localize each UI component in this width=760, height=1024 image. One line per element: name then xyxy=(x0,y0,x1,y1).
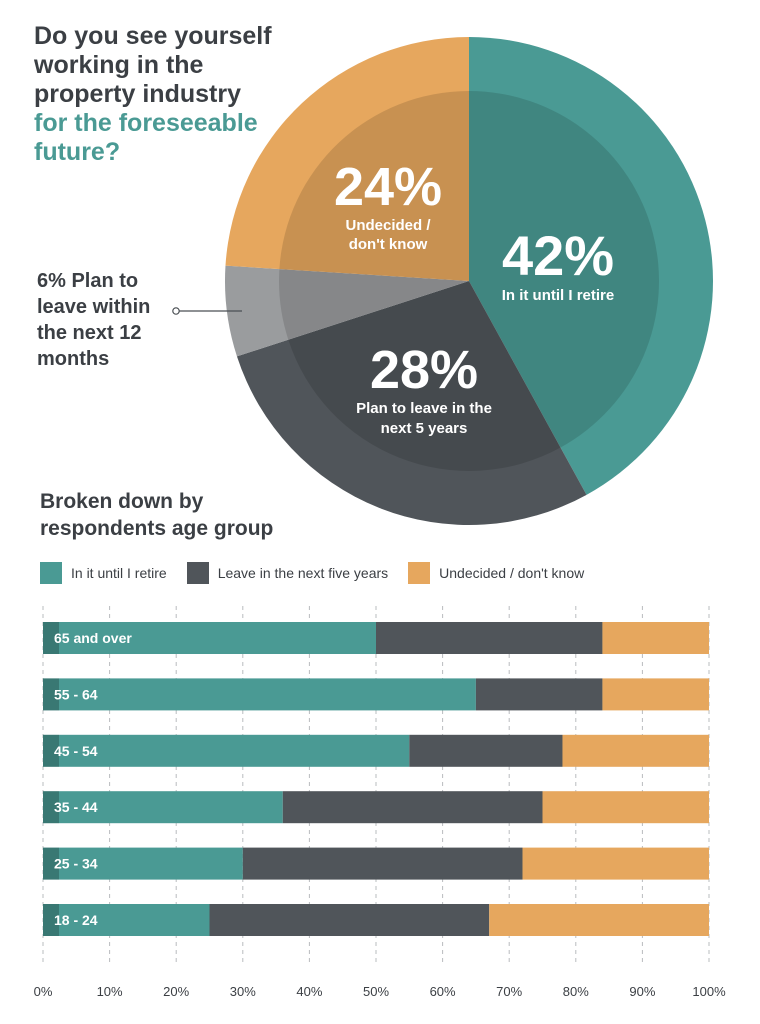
bar-category-label: 35 - 44 xyxy=(54,799,98,815)
pie-label-undecided-text: Undecided / xyxy=(345,217,431,234)
title-line: working in the xyxy=(34,51,204,79)
bar-start-shade xyxy=(43,791,59,824)
x-tick-label: 40% xyxy=(296,984,322,999)
x-tick-label: 90% xyxy=(629,984,655,999)
x-tick-label: 60% xyxy=(430,984,456,999)
bar-segment-leave xyxy=(376,622,603,654)
pie-labels: 42% In it until I retire 28% Plan to lea… xyxy=(334,157,614,437)
x-tick-label: 30% xyxy=(230,984,256,999)
pie-slice-twelve-months xyxy=(224,265,469,357)
bar-segment-undecided xyxy=(602,622,709,654)
pie-label-undecided-pct: 24% xyxy=(334,157,442,217)
legend: In it until I retire Leave in the next f… xyxy=(40,562,604,584)
pie-label-five-years-text: next 5 years xyxy=(381,420,468,437)
pie-slice-five-years-inner xyxy=(288,281,561,472)
pie-label-five-years-text: Plan to leave in the xyxy=(356,400,492,417)
bar-category-label: 55 - 64 xyxy=(54,686,98,702)
bar-start-shade xyxy=(43,622,59,654)
bar-segment-retire xyxy=(43,847,243,880)
x-tick-label: 100% xyxy=(692,984,726,999)
title-line-accent: for the foreseeable xyxy=(34,109,258,137)
legend-item-retire: In it until I retire xyxy=(40,562,167,584)
legend-swatch-orange xyxy=(408,562,431,584)
callout-twelve-months: 6% Plan to leave within the next 12 mont… xyxy=(37,268,177,372)
chart-title: Do you see yourself working in the prope… xyxy=(34,22,294,167)
legend-item-leave: Leave in the next five years xyxy=(186,562,389,584)
bar-segment-leave xyxy=(475,678,603,711)
x-tick-label: 20% xyxy=(163,984,189,999)
pie-slice-twelve-months-inner xyxy=(279,269,469,340)
bar-rows: 65 and over 55 - 64 45 - 54 35 - 44 25 - 34 1… xyxy=(43,622,709,936)
x-tick-label: 80% xyxy=(563,984,589,999)
x-tick-label: 0% xyxy=(34,984,53,999)
bar-segment-undecided xyxy=(522,847,709,880)
callout-line-text: 6% Plan to xyxy=(37,270,139,292)
legend-swatch-dark xyxy=(186,562,209,584)
callout-line-text: months xyxy=(37,348,110,370)
bar-segment-retire xyxy=(43,678,476,711)
bar-segment-retire xyxy=(43,622,376,654)
x-tick-label: 10% xyxy=(97,984,123,999)
pie-label-retire-text: In it until I retire xyxy=(502,287,615,304)
pie-slices xyxy=(224,37,713,525)
title-line: Do you see yourself xyxy=(34,22,272,50)
bar-start-shade xyxy=(43,904,59,936)
x-tick-label: 50% xyxy=(363,984,389,999)
bar-segment-leave xyxy=(242,847,523,880)
pie-label-undecided-text: don't know xyxy=(349,236,428,253)
bar-category-label: 25 - 34 xyxy=(54,856,98,872)
bar-start-shade xyxy=(43,678,59,711)
bar-segment-undecided xyxy=(602,678,709,711)
legend-label: Leave in the next five years xyxy=(217,565,389,581)
bar-segment-leave xyxy=(409,734,563,767)
pie-label-retire-pct: 42% xyxy=(502,224,614,287)
bar-category-label: 65 and over xyxy=(54,630,132,646)
pie-slice-undecided-inner xyxy=(279,91,469,281)
bar-title-line: respondents age group xyxy=(40,517,274,540)
bar-segment-undecided xyxy=(542,791,709,824)
legend-label: In it until I retire xyxy=(71,565,167,581)
callout-line-text: the next 12 xyxy=(37,322,142,344)
pie-slice-retire xyxy=(469,37,713,495)
callout-dot xyxy=(172,307,180,315)
title-line-accent: future? xyxy=(34,138,121,166)
bar-segment-retire xyxy=(43,791,283,824)
callout-line-text: leave within xyxy=(37,296,151,318)
x-tick-label: 70% xyxy=(496,984,522,999)
bar-title-line: Broken down by xyxy=(40,490,204,513)
bar-category-label: 18 - 24 xyxy=(54,912,98,928)
bar-start-shade xyxy=(43,847,59,880)
legend-swatch-teal xyxy=(40,562,62,584)
pie-slice-retire-inner xyxy=(469,91,659,448)
bar-segment-undecided xyxy=(562,734,709,767)
bar-segment-retire xyxy=(43,734,410,767)
pie-slice-five-years xyxy=(236,281,587,525)
bar-segment-leave xyxy=(282,791,543,824)
bar-segment-leave xyxy=(209,904,490,936)
legend-label: Undecided / don't know xyxy=(439,565,585,581)
bar-category-label: 45 - 54 xyxy=(54,743,98,759)
bar-segment-undecided xyxy=(489,904,709,936)
pie-chart: 42% In it until I retire 28% Plan to lea… xyxy=(172,37,713,525)
bar-start-shade xyxy=(43,734,59,767)
pie-slice-undecided xyxy=(225,37,469,281)
x-axis-ticks: 0% 10% 20% 30% 40% 50% 60% 70% 80% 90% 100% xyxy=(34,984,726,999)
title-line: property industry xyxy=(34,80,241,108)
bar-chart-title: Broken down by respondents age group xyxy=(40,488,340,542)
legend-item-undecided: Undecided / don't know xyxy=(408,562,584,584)
pie-label-five-years-pct: 28% xyxy=(370,340,478,400)
bar-segment-retire xyxy=(43,904,210,936)
